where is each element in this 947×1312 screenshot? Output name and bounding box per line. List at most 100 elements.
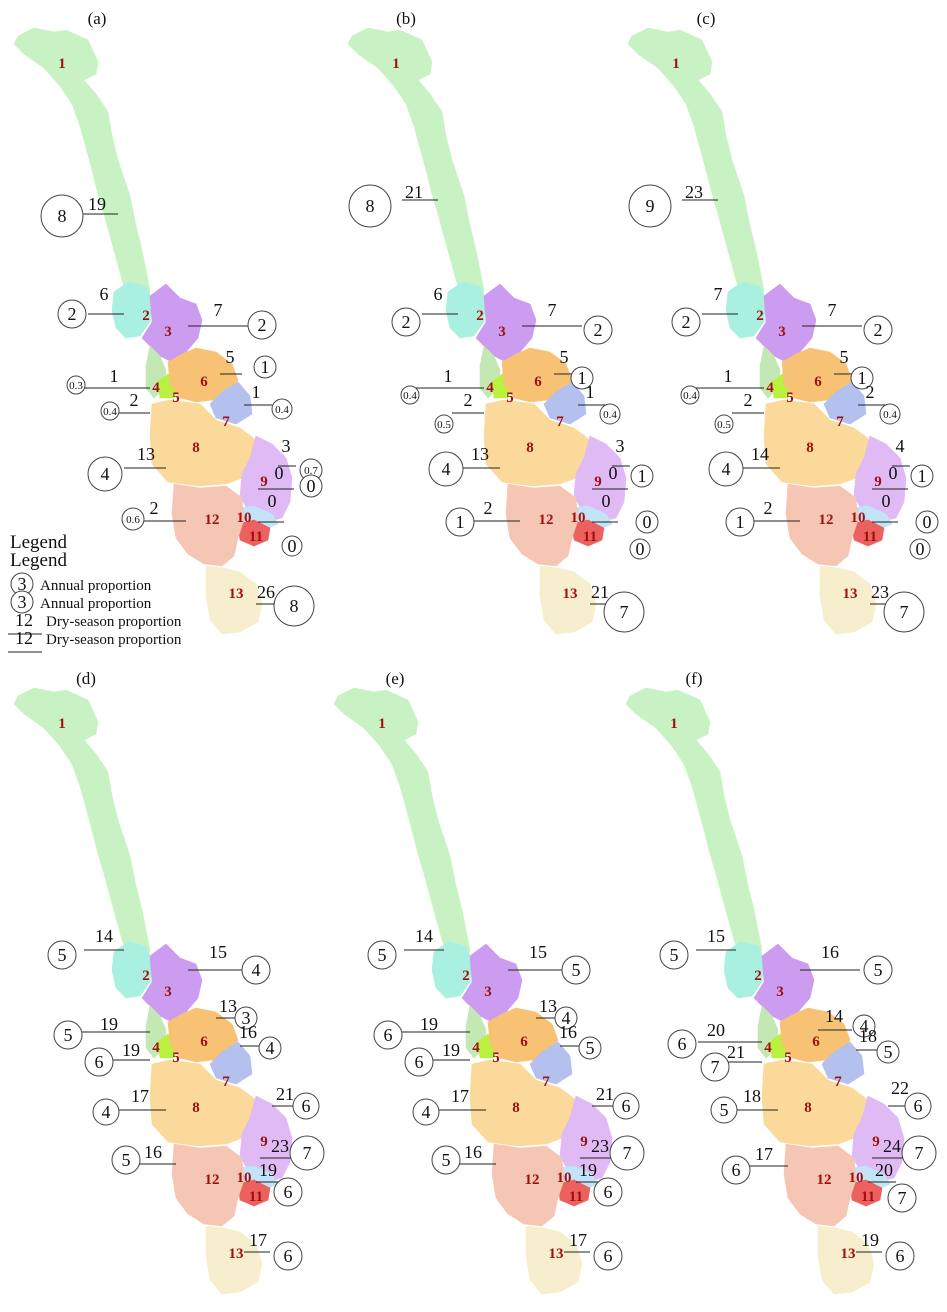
region-label-12: 12 — [205, 512, 220, 528]
dry-season-value: 2 — [484, 498, 493, 518]
region-2-area — [111, 281, 153, 339]
annotation-region-10: 00 — [258, 463, 323, 498]
annual-circle — [111, 1145, 141, 1175]
annual-value: 8 — [58, 206, 67, 226]
legend-annual-text: Annual proportion — [40, 596, 152, 612]
region-label-13: 13 — [841, 1246, 856, 1262]
annotation-region-11: 19 6 — [256, 1160, 303, 1207]
dry-season-value: 14 — [825, 1006, 843, 1026]
legend-dry-text: Dry-season proportion — [46, 614, 182, 630]
annual-circle — [593, 1241, 623, 1271]
region-12-area — [491, 1143, 565, 1227]
annual-value: 7 — [915, 1143, 924, 1163]
annotation-region-4: 10.4 — [400, 366, 484, 405]
dry-season-value: 0 — [268, 491, 277, 511]
region-label-12: 12 — [525, 1172, 540, 1188]
annual-value: 1 — [918, 466, 927, 486]
annotation-region-6: 133 — [216, 996, 258, 1030]
annotation-region-6: 51 — [554, 347, 594, 390]
dry-season-value: 14 — [751, 444, 769, 464]
annotation-region-7: 18 5 — [856, 1026, 900, 1064]
annual-value: 4 — [266, 1038, 275, 1058]
dry-season-value: 13 — [137, 444, 155, 464]
annual-value: 8 — [366, 196, 375, 216]
dry-season-value: 19 — [861, 1230, 879, 1250]
annotation-region-8: 13 4 — [428, 444, 500, 487]
region-2-area — [111, 941, 153, 999]
annual-value: 7 — [303, 1143, 312, 1163]
annotation-region-13: 17 6 — [244, 1230, 303, 1271]
annual-value: 4 — [101, 464, 110, 484]
annual-circle — [273, 1241, 303, 1271]
region-13-area — [205, 1225, 263, 1295]
region-label-6: 6 — [812, 1034, 820, 1050]
annual-value: 5 — [64, 1025, 73, 1045]
dry-season-value: 19 — [579, 1160, 597, 1180]
dry-season-value: 23 — [271, 1136, 289, 1156]
annual-value: 6 — [678, 1034, 687, 1054]
dry-season-value: 4 — [896, 436, 905, 456]
annotation-region-7: 10.4 — [578, 382, 621, 425]
region-13-area — [205, 565, 263, 635]
annual-value: 1 — [858, 368, 867, 388]
annual-value: 2 — [402, 312, 411, 332]
annotation-region-8: 17 4 — [92, 1086, 166, 1126]
dry-season-value: 16 — [144, 1142, 162, 1162]
legend-annual-example: 3 — [18, 592, 27, 612]
annual-value: 6 — [896, 1246, 905, 1266]
panel-label: (d) — [76, 669, 96, 688]
annotation-region-1: 23 9 — [628, 182, 718, 228]
dry-season-value: 7 — [714, 284, 723, 304]
annual-value: 0 — [288, 536, 297, 556]
annual-value: 1 — [456, 512, 465, 532]
annotation-region-8: 17 4 — [412, 1086, 486, 1126]
region-label-6: 6 — [520, 1034, 528, 1050]
annual-circle — [84, 1047, 114, 1077]
annotation-region-11: 00 — [258, 491, 303, 557]
annotation-region-12: 20.6 — [121, 498, 186, 531]
dry-season-value: 16 — [559, 1022, 577, 1042]
dry-season-value: 17 — [755, 1144, 773, 1164]
annual-circle — [292, 1092, 320, 1120]
annual-value: 6 — [284, 1246, 293, 1266]
annual-value: 4 — [422, 1102, 431, 1122]
region-12-area — [171, 1143, 245, 1227]
region-label-12: 12 — [819, 512, 834, 528]
annual-circle — [428, 451, 464, 487]
region-label-13: 13 — [549, 1246, 564, 1262]
dry-season-value: 17 — [569, 1230, 587, 1250]
region-label-7: 7 — [834, 1074, 842, 1090]
annual-circle — [66, 375, 86, 395]
annual-circle — [570, 366, 594, 390]
annotation-region-4: 10.4 — [680, 366, 764, 405]
region-label-10: 10 — [849, 1170, 864, 1186]
region-11-area — [849, 1179, 883, 1207]
annual-circle — [603, 591, 645, 633]
annotation-region-5: 19 6 — [84, 1040, 150, 1077]
region-label-10: 10 — [851, 510, 866, 526]
dry-season-value: 13 — [471, 444, 489, 464]
annual-value: 0.4 — [883, 409, 897, 421]
legend-dry-example: 12 — [15, 628, 33, 648]
annotation-region-4: 10.3 — [66, 366, 150, 395]
region-label-11: 11 — [249, 529, 263, 545]
annual-value: 4 — [562, 1008, 571, 1028]
region-2-area — [723, 941, 765, 999]
annotation-region-10: 24 7 — [872, 1135, 937, 1171]
region-7-area — [209, 1041, 253, 1085]
panel-label: (e) — [386, 669, 405, 688]
dry-season-value: 2 — [866, 382, 875, 402]
legend-dry-text: Dry-season proportion — [46, 632, 182, 648]
annual-circle — [612, 1092, 640, 1120]
annual-circle — [289, 1135, 325, 1171]
annotation-region-12: 21 — [445, 498, 520, 537]
annual-value: 8 — [290, 596, 299, 616]
dry-season-value: 17 — [249, 1230, 267, 1250]
annual-circle — [904, 1092, 932, 1120]
region-label-7: 7 — [542, 1074, 550, 1090]
dry-season-value: 19 — [420, 1014, 438, 1034]
dry-season-value: 3 — [282, 436, 291, 456]
